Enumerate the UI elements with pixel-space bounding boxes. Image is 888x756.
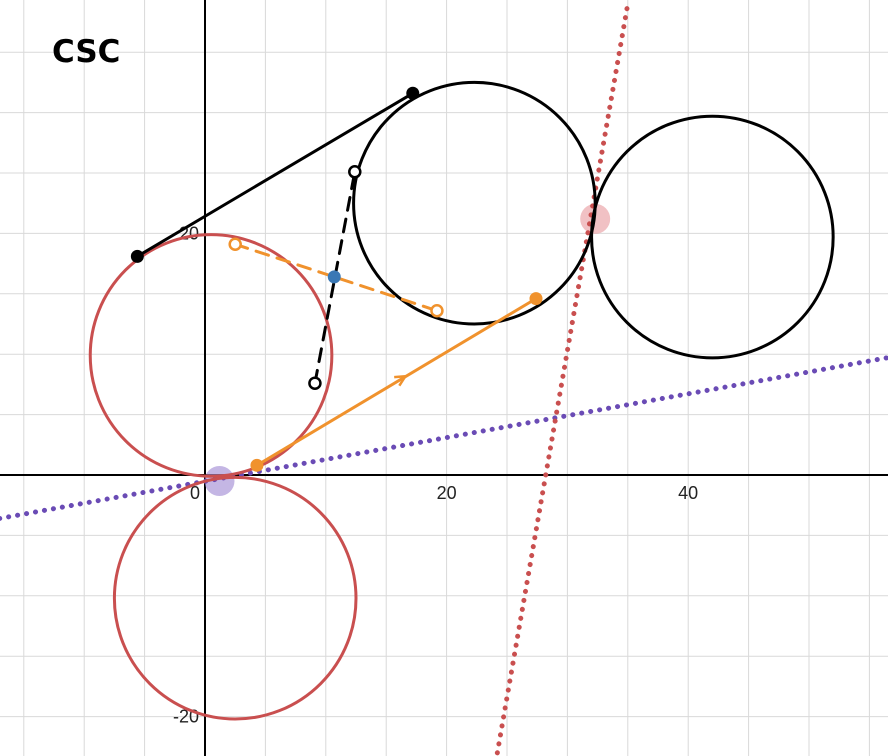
- black-hollow-point-lower[interactable]: [308, 376, 322, 390]
- red-circle-upper[interactable]: [88, 233, 334, 478]
- black-circle-middle[interactable]: [352, 80, 597, 326]
- black-hollow-point-upper[interactable]: [348, 165, 362, 179]
- black-dashed-segment[interactable]: [313, 170, 357, 385]
- purple-highlight-point[interactable]: [204, 466, 235, 497]
- black-circle-right[interactable]: [590, 114, 835, 360]
- orange-direction-arrow: [394, 375, 407, 387]
- black-tangent-segment[interactable]: [135, 91, 415, 258]
- x-tick-label-0: 0: [190, 483, 200, 503]
- black-point-top[interactable]: [406, 86, 420, 100]
- orange-dashed-segment[interactable]: [233, 242, 439, 313]
- circles: [88, 80, 835, 721]
- segments: [135, 91, 538, 467]
- x-tick-label-40: 40: [678, 483, 698, 503]
- orange-point-right[interactable]: [529, 292, 543, 306]
- blue-midpoint[interactable]: [327, 270, 341, 284]
- orange-hollow-point-left[interactable]: [228, 237, 242, 252]
- x-tick-label-20: 20: [437, 483, 457, 503]
- black-point-left[interactable]: [130, 249, 144, 263]
- corner-label: CSC: [52, 34, 121, 70]
- red-circle-lower[interactable]: [112, 475, 358, 721]
- orange-segment[interactable]: [255, 297, 538, 467]
- purple-dotted-line[interactable]: [0, 355, 888, 521]
- orange-point-left[interactable]: [250, 458, 264, 472]
- orange-hollow-point-right[interactable]: [430, 303, 444, 318]
- red-dotted-line[interactable]: [494, 1, 631, 756]
- points: [130, 86, 543, 472]
